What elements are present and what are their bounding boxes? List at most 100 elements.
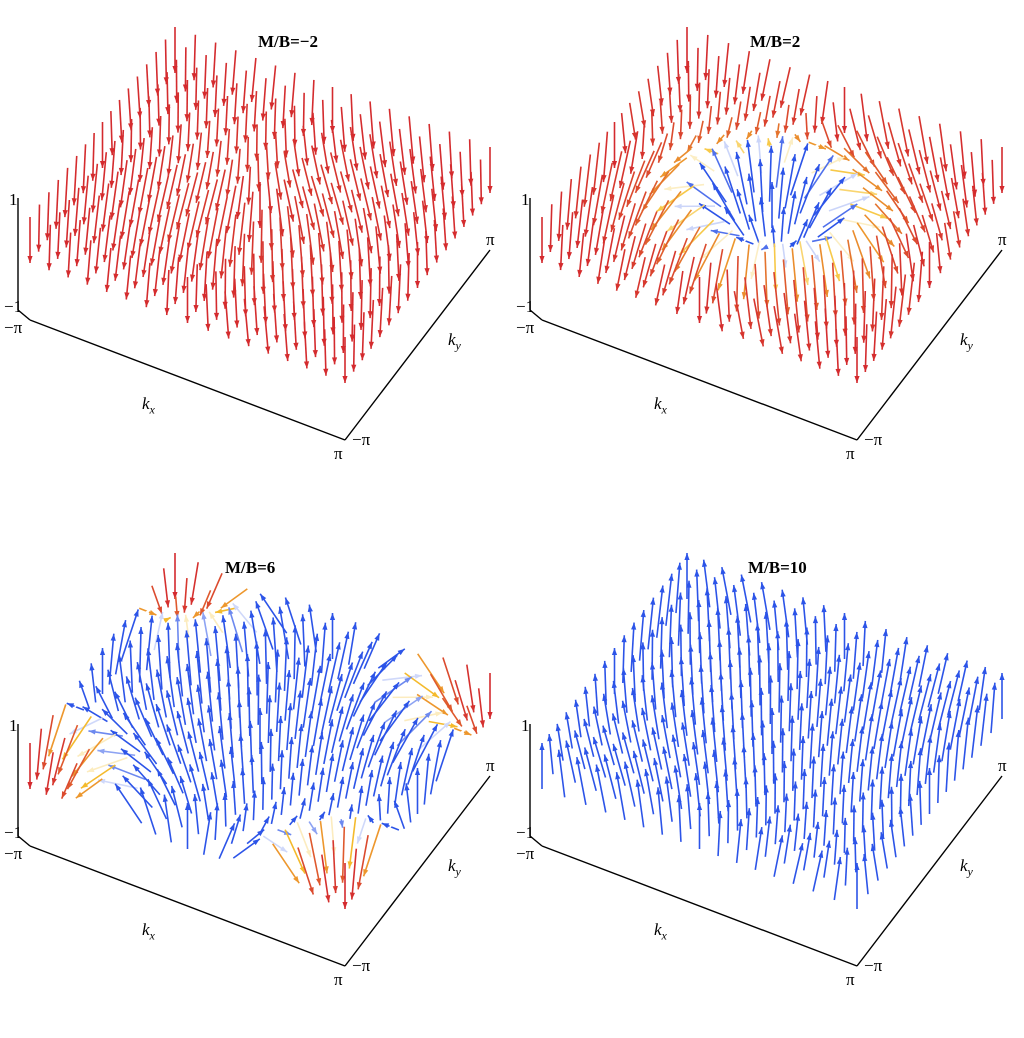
vector-arrow <box>172 553 177 599</box>
vector-arrow <box>668 122 673 150</box>
arrow-head <box>878 702 883 709</box>
vector-arrow <box>233 839 259 858</box>
arrow-shaft <box>750 668 751 717</box>
arrow-head <box>146 683 151 690</box>
arrow-head <box>725 166 730 173</box>
arrow-shaft <box>991 683 995 733</box>
arrow-head <box>705 101 710 108</box>
vector-arrow <box>851 805 856 841</box>
arrow-head <box>367 642 372 649</box>
vector-arrow <box>128 88 133 130</box>
vector-arrow <box>261 78 266 120</box>
arrow-head <box>804 627 809 634</box>
y-tick-min: −π <box>352 430 370 450</box>
arrow-head <box>703 73 708 80</box>
arrow-head <box>642 739 647 746</box>
arrow-head <box>627 199 632 206</box>
vector-arrow <box>54 180 59 229</box>
vector-arrow <box>153 250 160 296</box>
arrow-head <box>556 724 561 731</box>
arrow-head <box>938 233 943 240</box>
arrow-head <box>138 627 143 634</box>
arrow-shaft <box>196 264 197 312</box>
vector-arrow <box>711 229 740 236</box>
arrow-shaft <box>257 642 258 696</box>
arrow-head <box>726 130 731 137</box>
arrow-shaft <box>679 220 713 255</box>
vector-arrow <box>868 115 881 158</box>
vector-arrow <box>254 286 259 335</box>
arrow-shaft <box>782 590 789 638</box>
vector-arrow <box>764 285 773 336</box>
arrow-shaft <box>778 631 779 682</box>
vector-arrow <box>793 781 798 820</box>
vector-arrow <box>981 694 989 746</box>
arrow-head <box>827 155 833 162</box>
vector-arrow <box>299 759 305 796</box>
vector-arrow <box>635 151 654 193</box>
vector-arrow <box>885 721 894 768</box>
vector-arrow <box>871 844 878 881</box>
arrow-shaft <box>418 654 444 693</box>
arrow-head <box>415 281 420 288</box>
arrow-head <box>928 214 933 221</box>
vector-arrow <box>898 807 904 847</box>
arrow-head <box>63 210 68 217</box>
arrow-head <box>955 670 960 677</box>
arrow-shaft <box>577 200 582 248</box>
arrow-shaft <box>364 824 381 876</box>
vector-arrow <box>969 677 979 724</box>
vector-arrow <box>907 263 915 315</box>
vector-arrow <box>230 50 236 94</box>
vector-arrow <box>780 67 790 108</box>
x-tick-min: −π <box>516 844 534 864</box>
arrow-head <box>619 212 624 219</box>
arrow-shaft <box>938 755 939 803</box>
vector-arrow <box>382 674 422 680</box>
vector-field-canvas <box>0 526 512 1038</box>
arrow-head <box>726 315 731 322</box>
arrow-head <box>758 827 763 834</box>
vector-arrow <box>775 123 780 138</box>
arrow-head <box>432 724 438 731</box>
vector-arrow <box>393 695 433 700</box>
vector-arrow <box>887 157 905 194</box>
vector-arrow <box>781 207 786 242</box>
arrow-shaft <box>918 252 922 302</box>
arrow-head <box>434 255 439 262</box>
arrow-shaft <box>791 143 808 195</box>
arrow-shaft <box>130 641 132 693</box>
arrow-head <box>210 772 215 779</box>
arrow-head <box>370 702 375 709</box>
vector-arrow <box>865 152 887 184</box>
arrow-head <box>659 650 664 657</box>
arrow-head <box>811 756 816 763</box>
vector-arrow <box>102 709 127 734</box>
arrow-head <box>936 203 941 210</box>
vector-arrow <box>263 836 287 852</box>
arrow-head <box>602 661 607 668</box>
vector-arrow <box>820 81 828 124</box>
arrow-shaft <box>559 192 562 241</box>
arrow-head <box>640 152 645 159</box>
vector-arrow <box>683 257 695 304</box>
vector-arrow <box>768 146 773 202</box>
arrow-shaft <box>595 208 603 255</box>
vector-arrow <box>961 165 968 208</box>
arrow-shaft <box>610 151 621 201</box>
vector-arrow <box>759 197 765 236</box>
arrow-head <box>443 243 448 250</box>
vector-arrow <box>309 822 317 835</box>
arrow-head <box>676 168 683 173</box>
arrow-head <box>705 792 710 799</box>
vector-arrow <box>648 79 655 117</box>
arrow-head <box>752 104 757 111</box>
arrow-head <box>426 695 433 700</box>
arrow-head <box>808 691 813 698</box>
arrow-head <box>223 128 228 135</box>
arrow-head <box>907 177 912 184</box>
vector-arrow <box>919 645 929 686</box>
arrow-head <box>263 143 268 150</box>
arrow-shaft <box>175 257 179 304</box>
arrow-shaft <box>861 94 867 142</box>
